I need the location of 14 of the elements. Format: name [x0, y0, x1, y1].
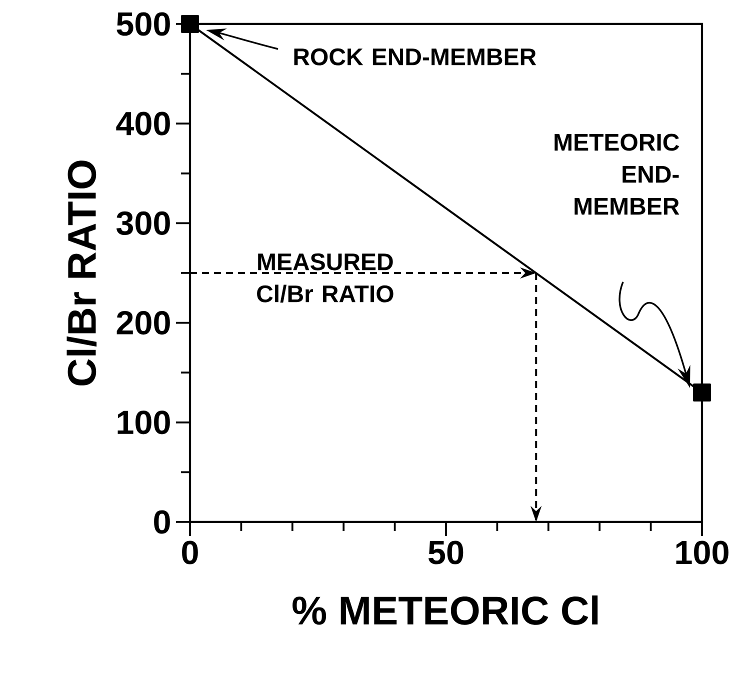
- y-axis-title: Cl/Br RATIO: [66, 160, 97, 386]
- y-tick-label: 300: [116, 211, 170, 236]
- y-tick-label: 500: [116, 12, 170, 36]
- y-tick-label: 0: [154, 510, 170, 534]
- x-tick-label: 100: [676, 540, 728, 564]
- y-tick-label: 400: [116, 112, 170, 136]
- y-tick-label: 100: [118, 410, 170, 434]
- annotation: MEASURED Cl/Br RATIO: [257, 253, 394, 303]
- annotation: ROCK END-MEMBER: [294, 48, 536, 66]
- x-axis-title: % METEORIC Cl: [292, 595, 598, 625]
- annotation: METEORIC END-MEMBER: [554, 134, 680, 215]
- x-tick-label: 0: [182, 540, 198, 564]
- x-tick-label: 50: [428, 540, 464, 564]
- y-tick-label: 200: [116, 310, 170, 335]
